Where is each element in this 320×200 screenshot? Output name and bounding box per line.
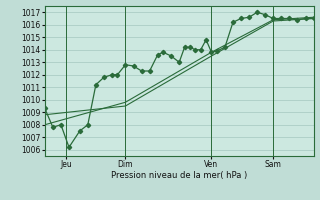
X-axis label: Pression niveau de la mer( hPa ): Pression niveau de la mer( hPa ) [111, 171, 247, 180]
